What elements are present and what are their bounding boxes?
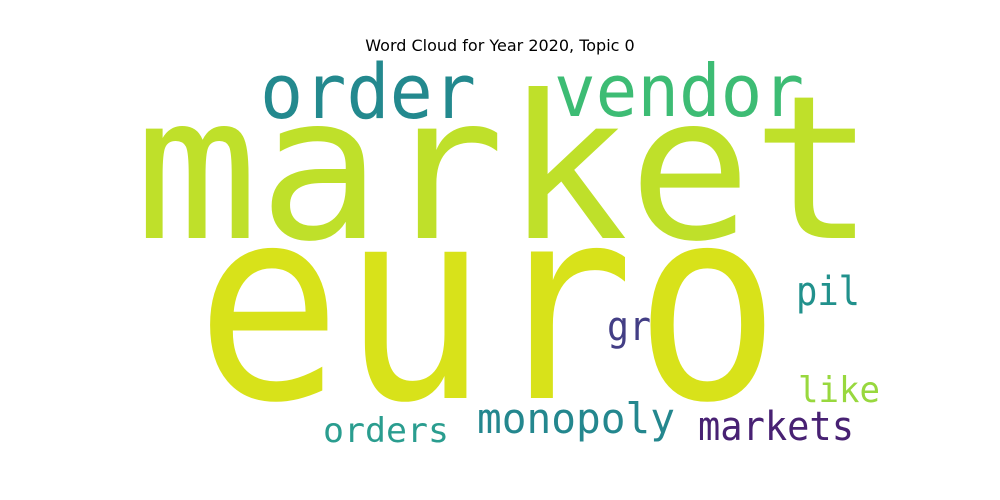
word-order: order: [260, 47, 476, 136]
word-vendor: vendor: [554, 49, 804, 133]
word-market: market: [135, 53, 875, 286]
word-euro: euro: [196, 150, 781, 462]
word-orders: orders: [323, 411, 449, 451]
word-like: like: [798, 370, 880, 411]
chart-title: Word Cloud for Year 2020, Topic 0: [365, 36, 635, 55]
word-markets: markets: [698, 404, 854, 450]
word-gr: gr: [607, 304, 651, 350]
word-pil: pil: [796, 269, 860, 315]
word-monopoly: monopoly: [477, 394, 675, 443]
